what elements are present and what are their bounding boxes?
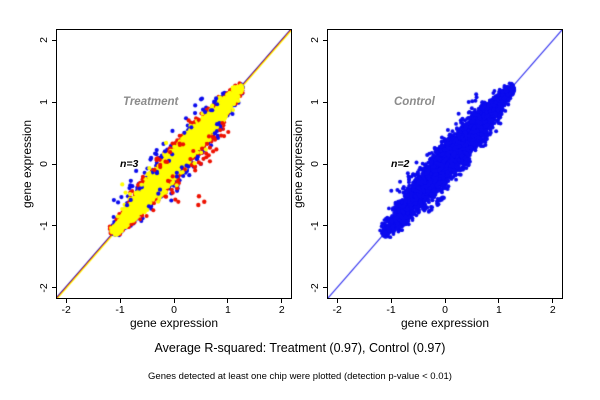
x-tick-mark [281,299,283,303]
control-x-axis-title: gene expression [400,316,490,330]
y-tick-label: 0 [309,161,321,167]
x-tick-label: 0 [171,304,177,316]
x-tick-mark [173,299,175,303]
treatment-scatter-canvas [56,29,292,299]
y-tick-label: 2 [309,37,321,44]
x-tick-mark [336,299,338,303]
y-tick-mark [323,101,327,103]
caption-r-squared: Average R-squared: Treatment (0.97), Con… [154,341,446,355]
x-tick-mark [498,299,500,303]
x-tick-label: -2 [61,304,71,316]
control-label: Control [394,96,435,108]
y-tick-label: -1 [309,221,321,231]
x-tick-mark [390,299,392,303]
treatment-y-axis-title: gene expression [20,119,34,209]
x-tick-label: -2 [332,304,342,316]
x-tick-mark [444,299,446,303]
y-tick-mark [323,225,327,227]
x-tick-label: 1 [224,304,231,316]
y-tick-label: -2 [309,282,321,293]
control-y-axis-title: gene expression [291,119,305,209]
y-tick-mark [323,39,327,41]
treatment-label: Treatment [123,96,179,108]
y-tick-mark [52,287,56,288]
x-tick-label: 2 [549,304,556,316]
x-tick-label: 0 [442,304,448,316]
control-scatter-canvas [327,29,563,299]
y-tick-mark [52,225,56,227]
x-tick-label: -1 [115,304,125,316]
y-tick-mark [52,163,56,165]
y-tick-mark [323,163,327,165]
y-tick-label: 2 [38,37,50,44]
x-tick-label: 2 [278,304,285,316]
y-tick-mark [52,39,56,41]
x-tick-mark [227,299,229,303]
y-tick-mark [52,101,56,103]
y-tick-mark [323,287,327,288]
treatment-x-axis-title: gene expression [129,316,219,330]
x-tick-label: -1 [386,304,396,316]
treatment-n-label: n=3 [120,158,139,170]
y-tick-label: 1 [309,99,321,106]
y-tick-label: -2 [38,282,50,293]
x-tick-label: 1 [495,304,502,316]
caption-detection-note: Genes detected at least one chip were pl… [148,371,452,382]
x-tick-mark [65,299,67,303]
y-tick-label: 1 [38,99,50,106]
control-n-label: n=2 [391,158,410,170]
x-tick-mark [552,299,554,303]
y-tick-label: -1 [38,221,50,231]
y-tick-label: 0 [38,161,50,167]
x-tick-mark [119,299,121,303]
